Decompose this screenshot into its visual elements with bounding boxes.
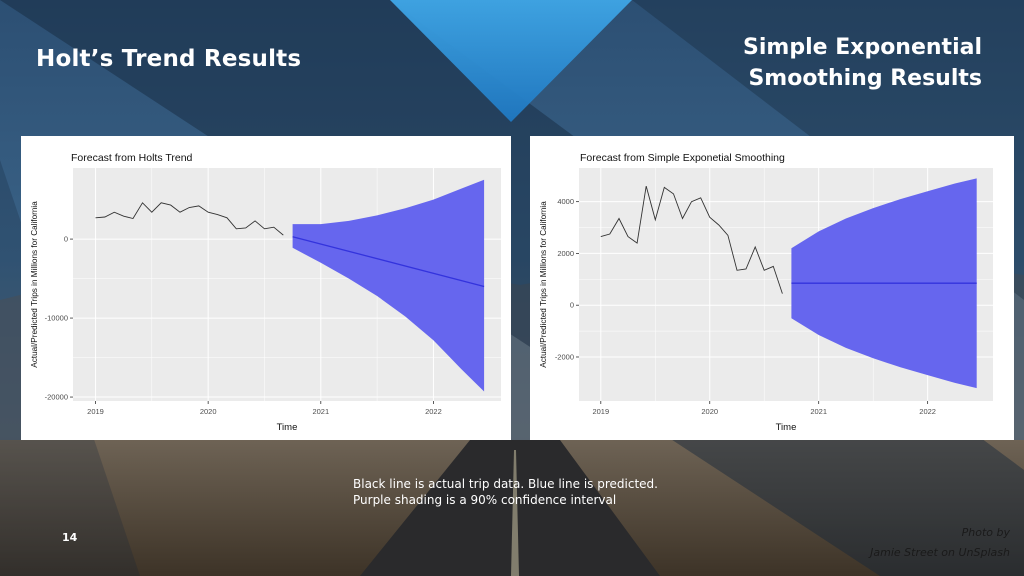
forecast-line <box>292 236 485 288</box>
y-tick-label: 0 <box>64 235 68 244</box>
photo-credit-line-1: Photo by <box>961 526 1010 539</box>
x-tick-label: 2020 <box>701 407 718 416</box>
x-tick-label: 2021 <box>810 407 827 416</box>
x-tick-label: 2019 <box>87 407 104 416</box>
y-tick-label: 4000 <box>557 197 574 206</box>
y-axis-label: Actual/Predicted Trips in Millions for C… <box>539 201 548 368</box>
photo-credit-line-2: Jamie Street on UnSplash <box>870 546 1010 559</box>
holts-trend-chart: 2019 2020 2021 2022 -20000 -10000 0 Forecast fr… <box>30 152 501 433</box>
y-tick-label: 2000 <box>557 249 574 258</box>
ses-chart-panel: 2019 2020 2021 2022 -2000 0 2000 4000 Forecast f… <box>530 136 1014 440</box>
y-tick-label: -2000 <box>555 352 574 361</box>
left-section-title: Holt’s Trend Results <box>36 46 302 72</box>
confidence-interval-band <box>292 179 485 392</box>
chart-title: Forecast from Simple Exponetial Smoothin… <box>580 152 785 164</box>
photo-credit: Photo by Jamie Street on UnSplash <box>870 523 1010 563</box>
right-title-line-2: Smoothing Results <box>748 66 982 91</box>
caption-line-1: Black line is actual trip data. Blue lin… <box>353 477 658 491</box>
y-axis-label: Actual/Predicted Trips in Millions for C… <box>30 201 39 368</box>
x-tick-label: 2022 <box>425 407 442 416</box>
x-tick-label: 2019 <box>592 407 609 416</box>
caption-line-2: Purple shading is a 90% confidence inter… <box>353 493 617 507</box>
x-tick-label: 2022 <box>919 407 936 416</box>
y-tick-label: 0 <box>570 301 574 310</box>
chart-caption: Black line is actual trip data. Blue lin… <box>353 476 658 508</box>
y-tick-label: -20000 <box>45 393 68 402</box>
slide-number: 14 <box>62 531 78 544</box>
y-tick-label: -10000 <box>45 314 68 323</box>
right-title-line-1: Simple Exponential <box>743 35 982 60</box>
x-tick-label: 2021 <box>312 407 329 416</box>
right-section-title: Simple Exponential Smoothing Results <box>682 32 982 94</box>
x-axis-label: Time <box>776 422 797 433</box>
x-tick-label: 2020 <box>200 407 217 416</box>
holts-trend-chart-panel: 2019 2020 2021 2022 -20000 -10000 0 Forecast fr… <box>21 136 511 440</box>
chart-title: Forecast from Holts Trend <box>71 152 193 164</box>
x-axis-label: Time <box>277 422 298 433</box>
ses-chart: 2019 2020 2021 2022 -2000 0 2000 4000 Forecast f… <box>539 152 993 433</box>
